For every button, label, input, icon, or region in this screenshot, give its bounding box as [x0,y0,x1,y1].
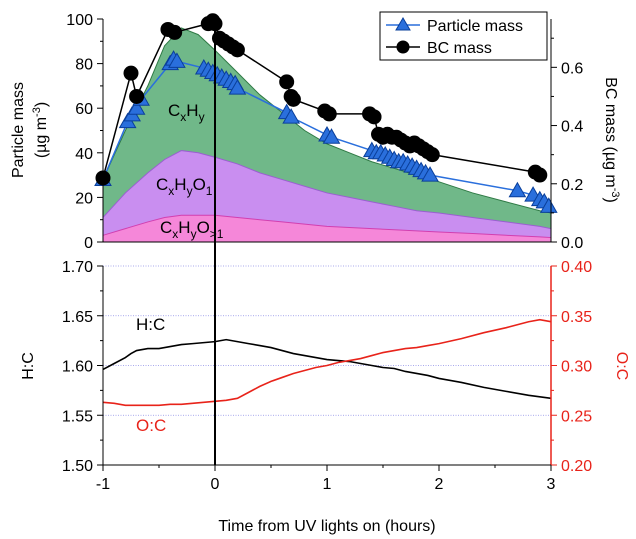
x-tick-label: 1 [323,476,332,493]
bc-mass-point [321,106,337,122]
top-left-tick-label: 0 [84,235,93,252]
top-y-axis-label: Particle mass [10,82,27,178]
bottom-panel: H:C O:C 1.50 1.55 1.60 1.65 1.70 0.20 0.25 0.30 0… [20,259,630,493]
bc-mass-point [229,42,245,58]
bottom-right-tick-label: 0.20 [561,458,592,475]
x-axis-label: Time from UV lights on (hours) [218,518,435,535]
bottom-y-axis-label: H:C [20,352,37,380]
bottom-left-tick-label: 1.50 [62,458,93,475]
bottom-right-tick-label: 0.30 [561,359,592,376]
area-label-1: CxHyO1 [156,175,213,198]
legend-label-1: BC mass [427,40,492,57]
oc-series-label: O:C [136,416,166,435]
area-label-2: CxHyO>1 [160,218,224,241]
x-tick-label: -1 [96,476,110,493]
bottom-left-tick-label: 1.65 [62,309,93,326]
bottom-right-tick-label: 0.40 [561,259,592,276]
top-left-tick-label: 40 [75,146,93,163]
bottom-right-tick-label: 0.25 [561,408,592,425]
legend-triangle-icon [395,17,411,31]
x-tick-label: 0 [211,476,220,493]
top-left-tick-label: 60 [75,101,93,118]
bottom-left-tick-label: 1.60 [62,359,93,376]
bc-mass-point [279,74,295,90]
particle-mass-point [282,108,301,124]
bottom-series-line-1 [102,318,552,407]
bottom-series-line-0 [102,338,552,400]
legend: Particle mass BC mass [379,11,548,61]
top-y2-axis-label: BC mass (µg m-3) [602,77,621,203]
bc-mass-point [366,109,382,125]
top-right-tick-label: 0.6 [561,60,583,77]
particle-mass-point [539,197,558,213]
particle-mass-point [421,166,439,182]
bottom-right-tick-label: 0.35 [561,309,592,326]
top-area-labels: CxHy CxHyO1 CxHyO>1 [156,101,224,241]
bc-mass-point [167,24,183,40]
top-left-tick-label: 80 [75,57,93,74]
top-right-tick-label: 0.0 [561,235,583,252]
bottom-left-tick-label: 1.55 [62,408,93,425]
particle-mass-point [228,79,247,95]
top-panel: CxHy CxHyO1 CxHyO>1 0 20 40 60 80 100 0.0 0.2 0.4 0… [10,11,621,252]
bc-mass-point [129,88,145,104]
bottom-y2-axis-label: O:C [613,352,630,380]
x-tick-label: 2 [435,476,444,493]
top-y-axis-unit: (µg m-3) [31,102,50,158]
area-label-0: CxHy [168,101,205,124]
top-left-tick-label: 20 [75,190,93,207]
bottom-series: H:C O:C [102,315,552,435]
top-right-tick-label: 0.2 [561,177,583,194]
bc-mass-point [424,147,440,163]
particle-mass-point [322,128,341,144]
x-tick-label: 3 [547,476,556,493]
top-right-tick-label: 0.4 [561,119,583,136]
legend-label-0: Particle mass [427,18,523,35]
particle-mass-point [508,181,527,198]
particle-mass-point [127,99,146,115]
hc-series-label: H:C [136,315,165,334]
legend-circle-icon [396,40,410,54]
legend-box [379,11,548,61]
bc-mass-point [285,91,301,107]
bottom-axes: 1.50 1.55 1.60 1.65 1.70 0.20 0.25 0.30 0.35 0.40… [20,259,630,493]
particle-mass-point [168,52,186,68]
bc-mass-point [123,65,139,81]
bc-mass-point [532,167,548,183]
top-left-tick-label: 100 [66,12,93,29]
bottom-left-tick-label: 1.70 [62,259,93,276]
